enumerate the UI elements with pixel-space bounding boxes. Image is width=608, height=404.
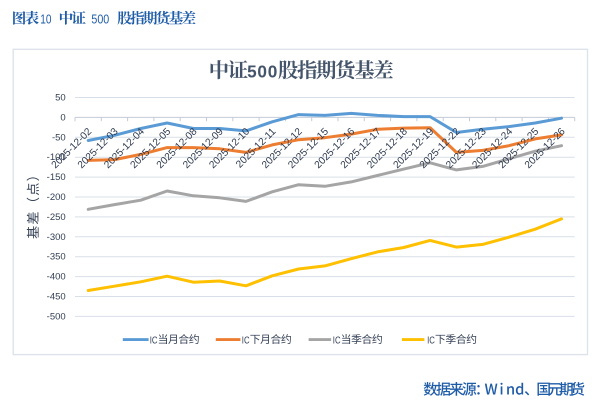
svg-text:-250: -250	[47, 212, 66, 223]
svg-text:-350: -350	[47, 252, 66, 263]
svg-text:500: 500	[91, 13, 109, 27]
svg-text:10: 10	[40, 13, 51, 26]
svg-text:IC: IC	[242, 334, 250, 345]
svg-text:-50: -50	[52, 132, 66, 143]
svg-text:500: 500	[247, 61, 278, 81]
svg-text:IC: IC	[427, 334, 435, 345]
svg-text:-150: -150	[47, 172, 66, 183]
svg-text:-500: -500	[47, 311, 66, 322]
svg-text:-200: -200	[47, 192, 66, 203]
svg-text:-400: -400	[47, 272, 66, 283]
svg-text:-450: -450	[47, 292, 66, 303]
svg-text:-300: -300	[47, 232, 66, 243]
svg-text:50: 50	[55, 93, 66, 104]
svg-text:IC: IC	[333, 334, 341, 345]
svg-text:0: 0	[60, 112, 65, 123]
svg-text:IC: IC	[150, 334, 158, 345]
svg-text:-100: -100	[47, 152, 66, 163]
